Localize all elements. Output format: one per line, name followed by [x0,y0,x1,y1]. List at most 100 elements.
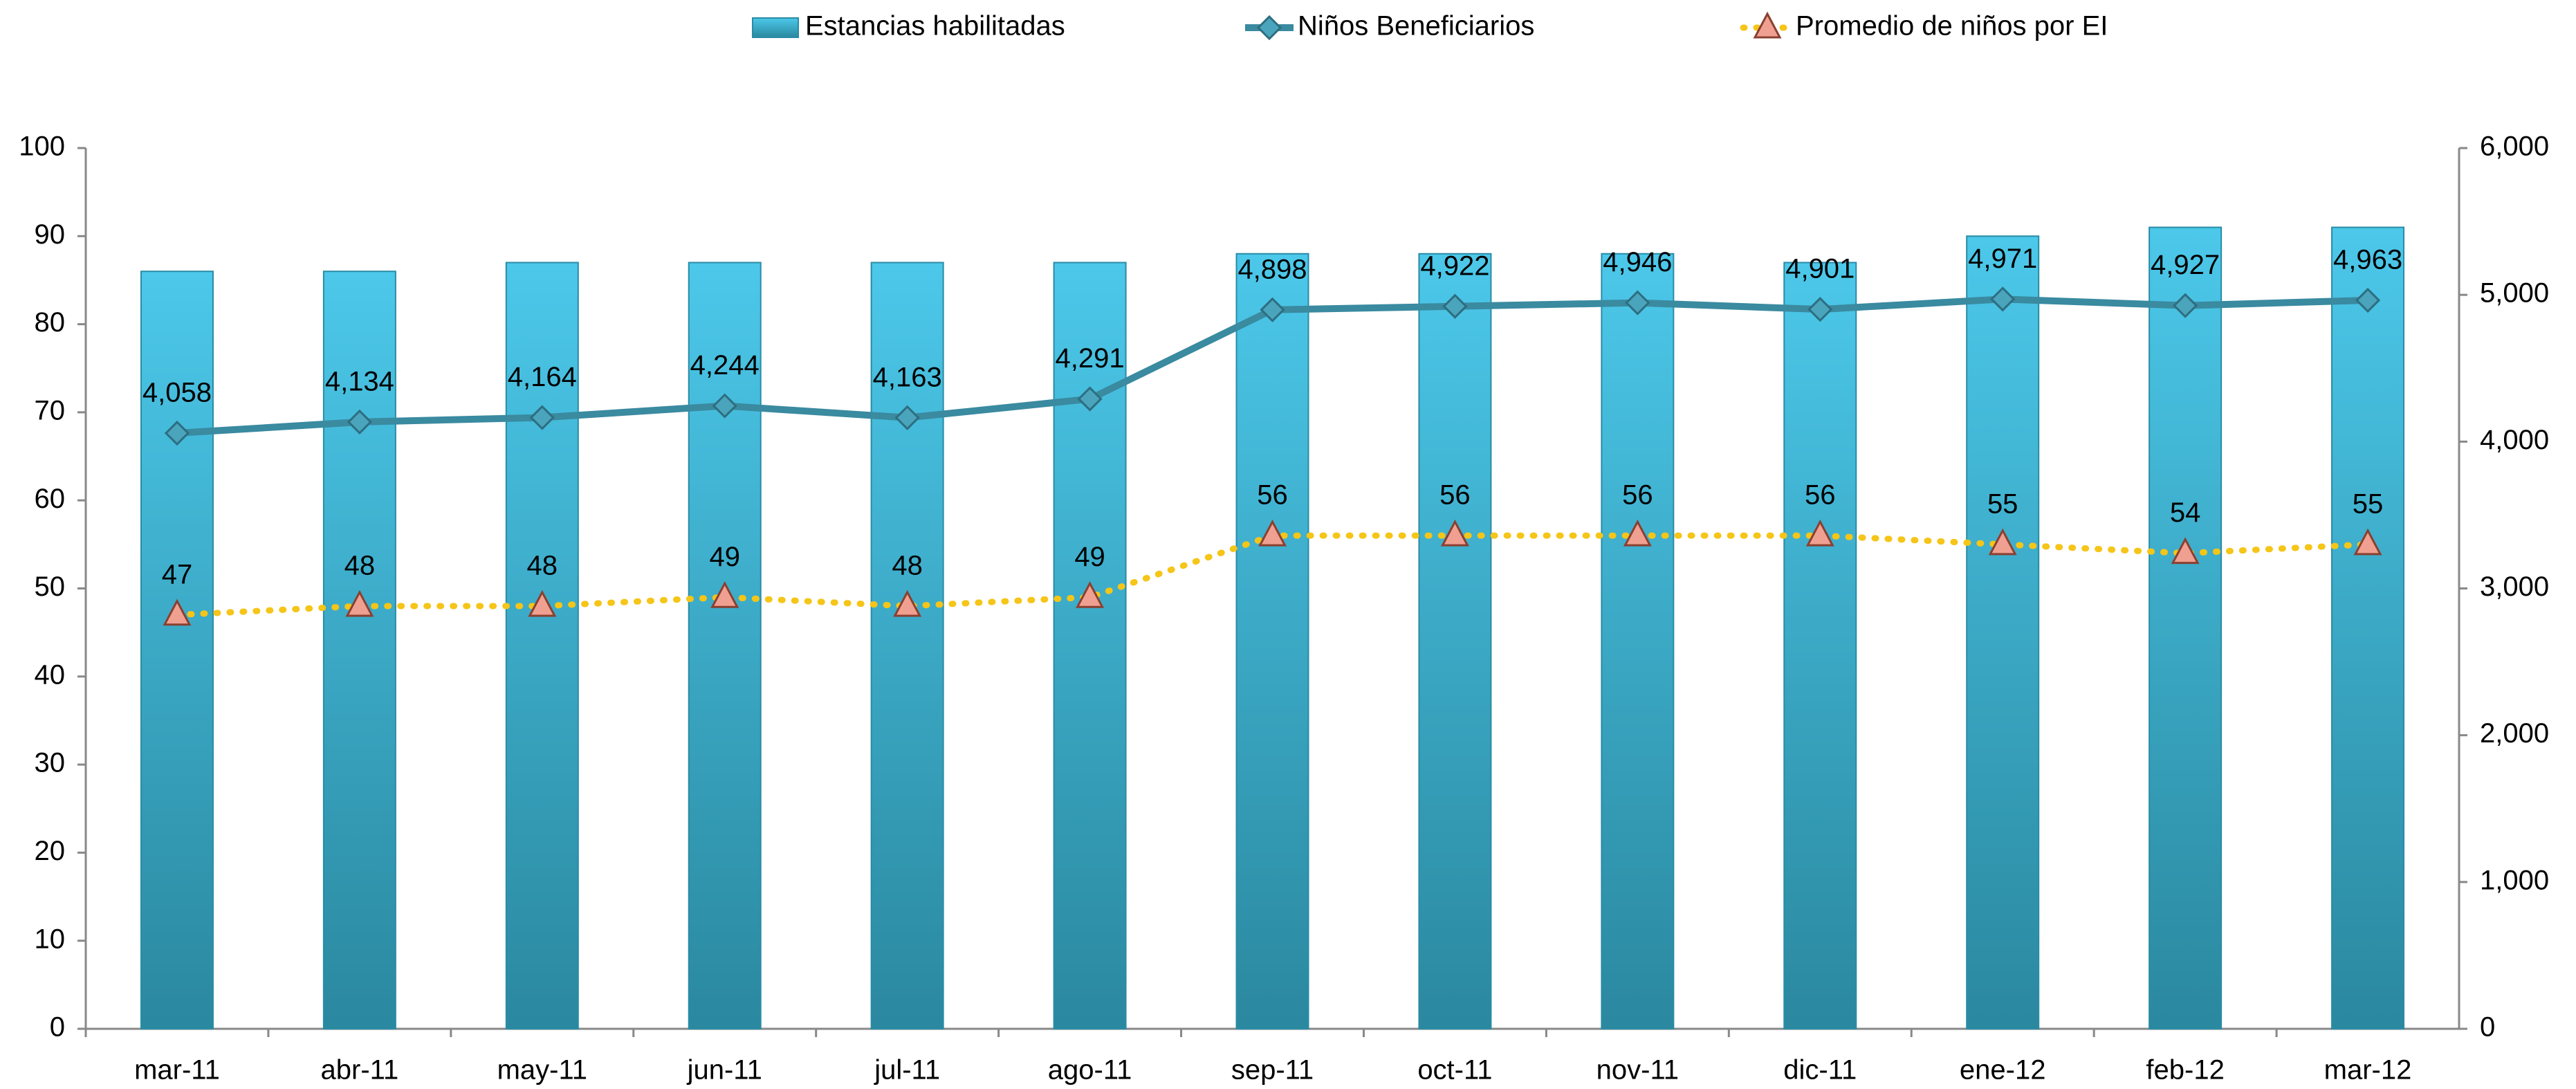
bar [1601,253,1675,1029]
x-tick-label: jul-11 [874,1055,940,1086]
data-label: 47 [162,559,193,589]
data-label: 4,898 [1238,254,1307,284]
data-label: 4,946 [1603,247,1672,277]
legend-label: Promedio de niños por EI [1796,11,2108,42]
data-label: 4,971 [1968,244,2037,274]
marker [163,598,192,626]
data-label: 56 [1622,480,1653,511]
data-label: 49 [709,542,740,572]
x-tick-label: mar-11 [134,1055,220,1086]
y-tick-label: 20 [35,836,66,866]
y-tick-label: 90 [35,219,66,250]
y2-tick-label: 2,000 [2480,718,2549,749]
marker [1442,293,1468,319]
marker [1623,519,1652,547]
bar [1235,253,1309,1029]
bar [505,262,579,1029]
data-label: 4,901 [1785,254,1855,284]
data-label: 48 [527,551,558,581]
marker [1440,519,1469,547]
x-tick-label: may-11 [497,1055,587,1086]
marker [1807,297,1833,322]
bar [870,262,944,1029]
data-label: 4,291 [1056,343,1125,374]
data-label: 4,963 [2333,245,2402,275]
bar [1783,262,1857,1029]
marker [894,405,920,430]
bar [2331,226,2405,1030]
data-label: 56 [1257,480,1288,511]
marker [1990,286,2016,312]
x-tick-label: oct-11 [1417,1055,1492,1086]
marker [2353,528,2382,556]
marker [1076,581,1105,608]
marker [528,589,557,617]
y2-tick-label: 4,000 [2480,425,2549,455]
data-label: 4,163 [873,362,942,392]
y2-tick-label: 6,000 [2480,131,2549,162]
bar [1053,262,1127,1029]
legend-label: Niños Beneficiarios [1298,11,1534,42]
data-label: 48 [344,551,376,581]
marker [345,589,374,617]
data-label: 54 [2170,497,2201,528]
y-tick-label: 80 [35,307,66,338]
bar [688,262,762,1029]
legend-label: Estancias habilitadas [805,11,1065,42]
data-label: 48 [892,551,923,581]
x-tick-label: nov-11 [1597,1055,1679,1086]
data-label: 4,058 [142,378,212,408]
legend-swatch [752,17,799,38]
data-label: 4,164 [508,362,577,392]
y-tick-label: 40 [35,659,66,690]
legend-marker [1256,15,1282,41]
legend-marker [1753,11,1782,39]
x-tick-label: sep-11 [1231,1055,1314,1086]
data-label: 56 [1439,480,1471,511]
y-tick-label: 30 [35,748,66,778]
y2-tick-label: 1,000 [2480,865,2549,895]
y-tick-label: 0 [50,1012,65,1043]
data-label: 4,134 [325,366,394,396]
x-tick-label: feb-12 [2146,1055,2224,1086]
marker [1077,386,1103,412]
x-tick-label: abr-11 [321,1055,399,1086]
y2-tick-label: 3,000 [2480,571,2549,602]
data-label: 4,922 [1420,250,1489,281]
y-tick-label: 70 [35,395,66,425]
data-label: 4,927 [2151,250,2220,280]
y-tick-label: 60 [35,484,66,514]
marker [2172,293,2198,318]
marker [1625,290,1650,315]
bar [1418,253,1492,1029]
marker [1258,519,1287,547]
marker [529,405,555,430]
marker [1988,528,2017,556]
bar [2149,226,2223,1030]
y2-tick-label: 5,000 [2480,278,2549,309]
bar [140,271,214,1030]
marker [164,420,190,446]
x-tick-label: dic-11 [1783,1055,1857,1086]
bar [322,271,396,1030]
data-label: 55 [2353,488,2384,519]
x-tick-label: ene-12 [1960,1055,2046,1086]
marker [710,581,739,608]
marker [1260,297,1285,322]
marker [347,409,373,435]
x-tick-label: mar-12 [2324,1055,2412,1086]
y-tick-label: 10 [35,924,66,954]
data-label: 4,244 [690,350,760,381]
marker [893,589,922,617]
data-label: 56 [1805,480,1836,511]
marker [712,393,737,419]
data-label: 55 [1987,488,2018,519]
x-tick-label: ago-11 [1048,1055,1132,1086]
bar [1966,235,2040,1029]
marker [2171,537,2200,565]
marker [1805,519,1834,547]
x-tick-label: jun-11 [687,1055,762,1086]
y-tick-label: 50 [35,571,66,602]
data-label: 49 [1074,542,1105,572]
